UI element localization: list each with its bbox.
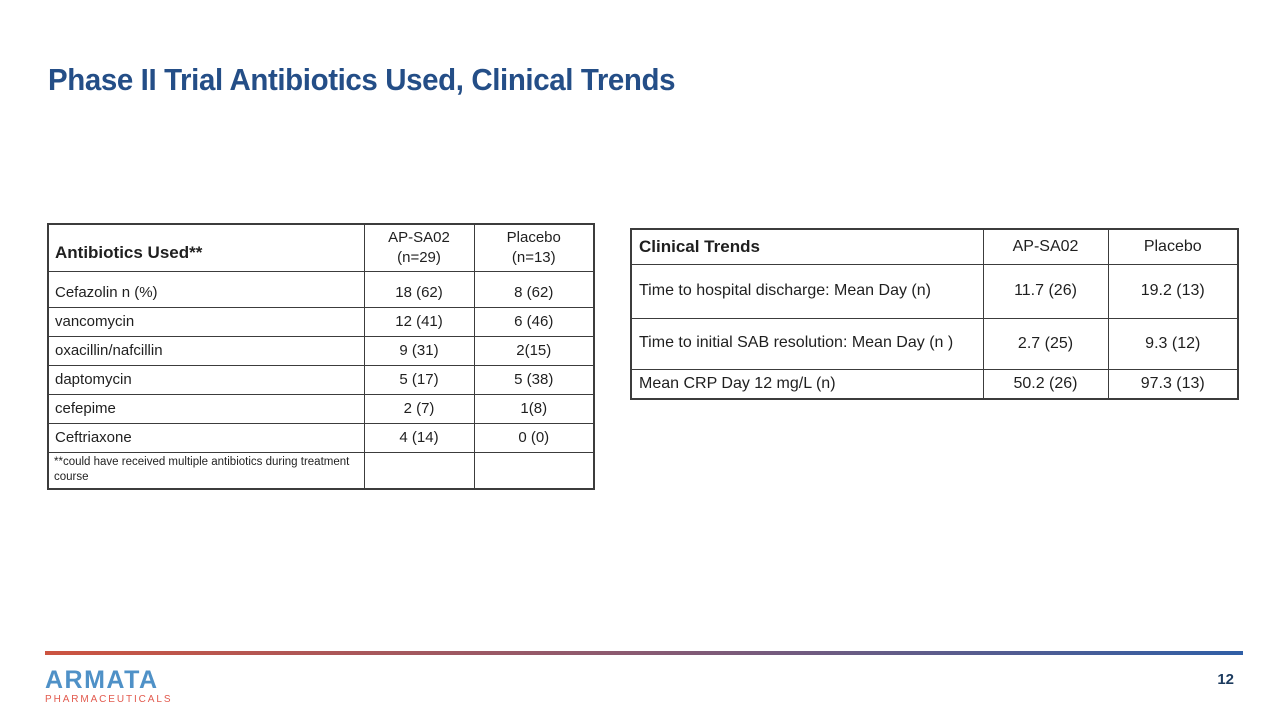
column-header-ap-sa02: AP-SA02	[982, 228, 1109, 265]
logo-wordmark: ARMATA	[45, 666, 159, 694]
column-header-placebo: Placebo (n=13)	[473, 223, 595, 272]
antibiotics-table-title: Antibiotics Used**	[47, 223, 365, 272]
value-cell: 9 (31)	[363, 335, 475, 366]
value-cell: 11.7 (26)	[982, 263, 1109, 319]
value-cell: 2 (7)	[363, 393, 475, 424]
row-label: Ceftriaxone	[47, 422, 365, 453]
row-label: Time to initial SAB resolution: Mean Day…	[630, 317, 984, 370]
footnote-row: **could have received multiple antibioti…	[47, 451, 595, 490]
column-header-ap-sa02: AP-SA02 (n=29)	[363, 223, 475, 272]
column-header-line: AP-SA02	[388, 228, 450, 246]
row-label: oxacillin/nafcillin	[47, 335, 365, 366]
row-label: Cefazolin n (%)	[47, 270, 365, 308]
empty-cell	[473, 451, 595, 490]
table-row: Time to initial SAB resolution: Mean Day…	[630, 317, 1239, 370]
table-row: Mean CRP Day 12 mg/L (n) 50.2 (26) 97.3 …	[630, 368, 1239, 400]
table-row: vancomycin 12 (41) 6 (46)	[47, 306, 595, 337]
logo-subtitle: PHARMACEUTICALS	[45, 694, 173, 705]
antibiotics-used-table: Antibiotics Used** AP-SA02 (n=29) Placeb…	[47, 223, 595, 490]
clinical-trends-table: Clinical Trends AP-SA02 Placebo Time to …	[630, 228, 1239, 401]
row-label: vancomycin	[47, 306, 365, 337]
value-cell: 5 (17)	[363, 364, 475, 395]
value-cell: 9.3 (12)	[1107, 317, 1239, 370]
column-header-placebo: Placebo	[1107, 228, 1239, 265]
table-row: Cefazolin n (%) 18 (62) 8 (62)	[47, 270, 595, 308]
column-header-line: Placebo	[506, 228, 561, 246]
column-header-line: (n=29)	[397, 248, 441, 266]
clinical-table-title: Clinical Trends	[630, 228, 984, 265]
row-label: Time to hospital discharge: Mean Day (n)	[630, 263, 984, 319]
value-cell: 50.2 (26)	[982, 368, 1109, 400]
value-cell: 18 (62)	[363, 270, 475, 308]
value-cell: 6 (46)	[473, 306, 595, 337]
table-header-row: Antibiotics Used** AP-SA02 (n=29) Placeb…	[47, 223, 595, 272]
table-header-row: Clinical Trends AP-SA02 Placebo	[630, 228, 1239, 265]
value-cell: 1(8)	[473, 393, 595, 424]
value-cell: 5 (38)	[473, 364, 595, 395]
page-number: 12	[1217, 671, 1234, 688]
table-footnote: **could have received multiple antibioti…	[47, 451, 365, 490]
column-header-line: (n=13)	[511, 248, 556, 266]
value-cell: 12 (41)	[363, 306, 475, 337]
table-row: oxacillin/nafcillin 9 (31) 2(15)	[47, 335, 595, 366]
value-cell: 2(15)	[473, 335, 595, 366]
row-label: daptomycin	[47, 364, 365, 395]
table-row: Ceftriaxone 4 (14) 0 (0)	[47, 422, 595, 453]
slide-title: Phase II Trial Antibiotics Used, Clinica…	[48, 62, 676, 97]
table-row: Time to hospital discharge: Mean Day (n)…	[630, 263, 1239, 319]
footer-gradient-divider	[45, 651, 1243, 655]
value-cell: 2.7 (25)	[982, 317, 1109, 370]
row-label: cefepime	[47, 393, 365, 424]
table-row: cefepime 2 (7) 1(8)	[47, 393, 595, 424]
value-cell: 4 (14)	[363, 422, 475, 453]
table-row: daptomycin 5 (17) 5 (38)	[47, 364, 595, 395]
value-cell: 0 (0)	[473, 422, 595, 453]
value-cell: 97.3 (13)	[1107, 368, 1239, 400]
row-label: Mean CRP Day 12 mg/L (n)	[630, 368, 984, 400]
empty-cell	[363, 451, 475, 490]
armata-logo: ARMATA PHARMACEUTICALS	[45, 668, 172, 705]
value-cell: 8 (62)	[473, 270, 595, 308]
value-cell: 19.2 (13)	[1107, 263, 1239, 319]
